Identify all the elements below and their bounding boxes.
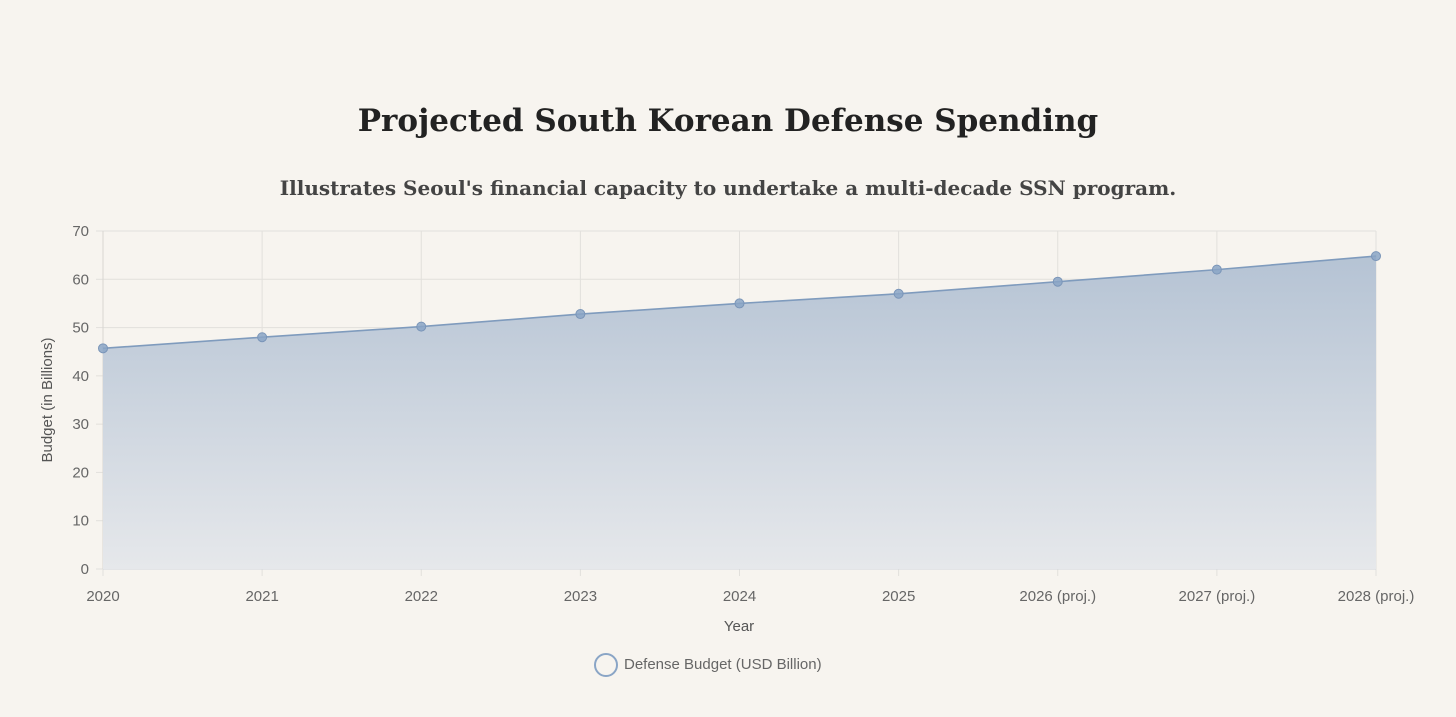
data-point[interactable] — [98, 343, 108, 354]
data-point[interactable] — [893, 288, 904, 299]
x-tick-label: 2024 — [723, 588, 756, 605]
x-tick-label: 2022 — [405, 588, 438, 605]
legend-label: Defense Budget (USD Billion) — [624, 656, 822, 673]
x-tick-label: 2023 — [564, 588, 597, 605]
y-tick-label: 50 — [72, 320, 89, 337]
y-axis-title: Budget (in Billions) — [39, 337, 56, 462]
legend-marker-icon — [594, 653, 618, 677]
data-point[interactable] — [1371, 251, 1381, 262]
data-point[interactable] — [416, 321, 427, 332]
y-tick-label: 30 — [72, 416, 89, 433]
data-point[interactable] — [257, 332, 268, 343]
y-tick-label: 20 — [72, 464, 89, 481]
data-point[interactable] — [1211, 264, 1222, 275]
y-tick-label: 40 — [72, 368, 89, 385]
x-axis-ticks: 2020 2021 2022 2023 2024 2025 2026 (proj.) 2027… — [86, 588, 1414, 605]
data-points — [98, 251, 1381, 354]
data-point[interactable] — [734, 298, 745, 309]
legend[interactable]: Defense Budget (USD Billion) — [594, 653, 822, 677]
y-axis-ticks: 0 10 20 30 40 50 60 70 — [72, 223, 89, 578]
y-tick-label: 10 — [72, 513, 89, 530]
data-point[interactable] — [1052, 276, 1063, 287]
data-point[interactable] — [575, 309, 586, 320]
y-tick-label: 60 — [72, 271, 89, 288]
x-tick-label: 2028 (proj.) — [1338, 588, 1415, 605]
chart-title: Projected South Korean Defense Spending — [358, 103, 1098, 139]
x-axis-title: Year — [724, 618, 754, 635]
x-tick-label: 2020 — [86, 588, 119, 605]
x-tick-label: 2026 (proj.) — [1019, 588, 1096, 605]
area-fill — [103, 256, 1376, 569]
x-tick-label: 2025 — [882, 588, 915, 605]
x-tick-label: 2027 (proj.) — [1179, 588, 1256, 605]
y-tick-label: 70 — [72, 223, 89, 240]
chart-subtitle: Illustrates Seoul's financial capacity t… — [280, 176, 1176, 200]
y-tick-label: 0 — [81, 561, 89, 578]
x-tick-label: 2021 — [245, 588, 278, 605]
